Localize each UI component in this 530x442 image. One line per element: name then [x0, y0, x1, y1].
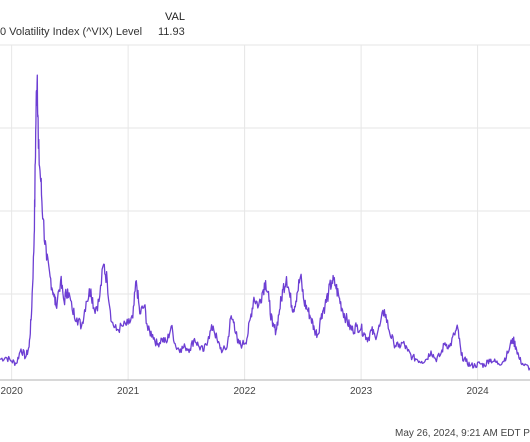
x-tick-label: 2024: [466, 386, 489, 397]
x-tick-label: 2022: [233, 386, 256, 397]
x-tick-label: 2020: [1, 386, 24, 397]
x-axis-ticks: 2020 2021 2022 2023 2024: [1, 386, 490, 397]
val-value: 11.93: [158, 26, 185, 38]
x-tick-label: 2021: [117, 386, 140, 397]
series-line-vix: [0, 74, 530, 371]
x-tick-label: 2023: [350, 386, 373, 397]
val-header: VAL: [165, 11, 185, 23]
footer-timestamp: May 26, 2024, 9:21 AM EDT Powered by: [395, 428, 530, 439]
grid-lines: [0, 44, 530, 381]
series-legend-label: 0 Volatility Index (^VIX) Level: [0, 26, 142, 38]
